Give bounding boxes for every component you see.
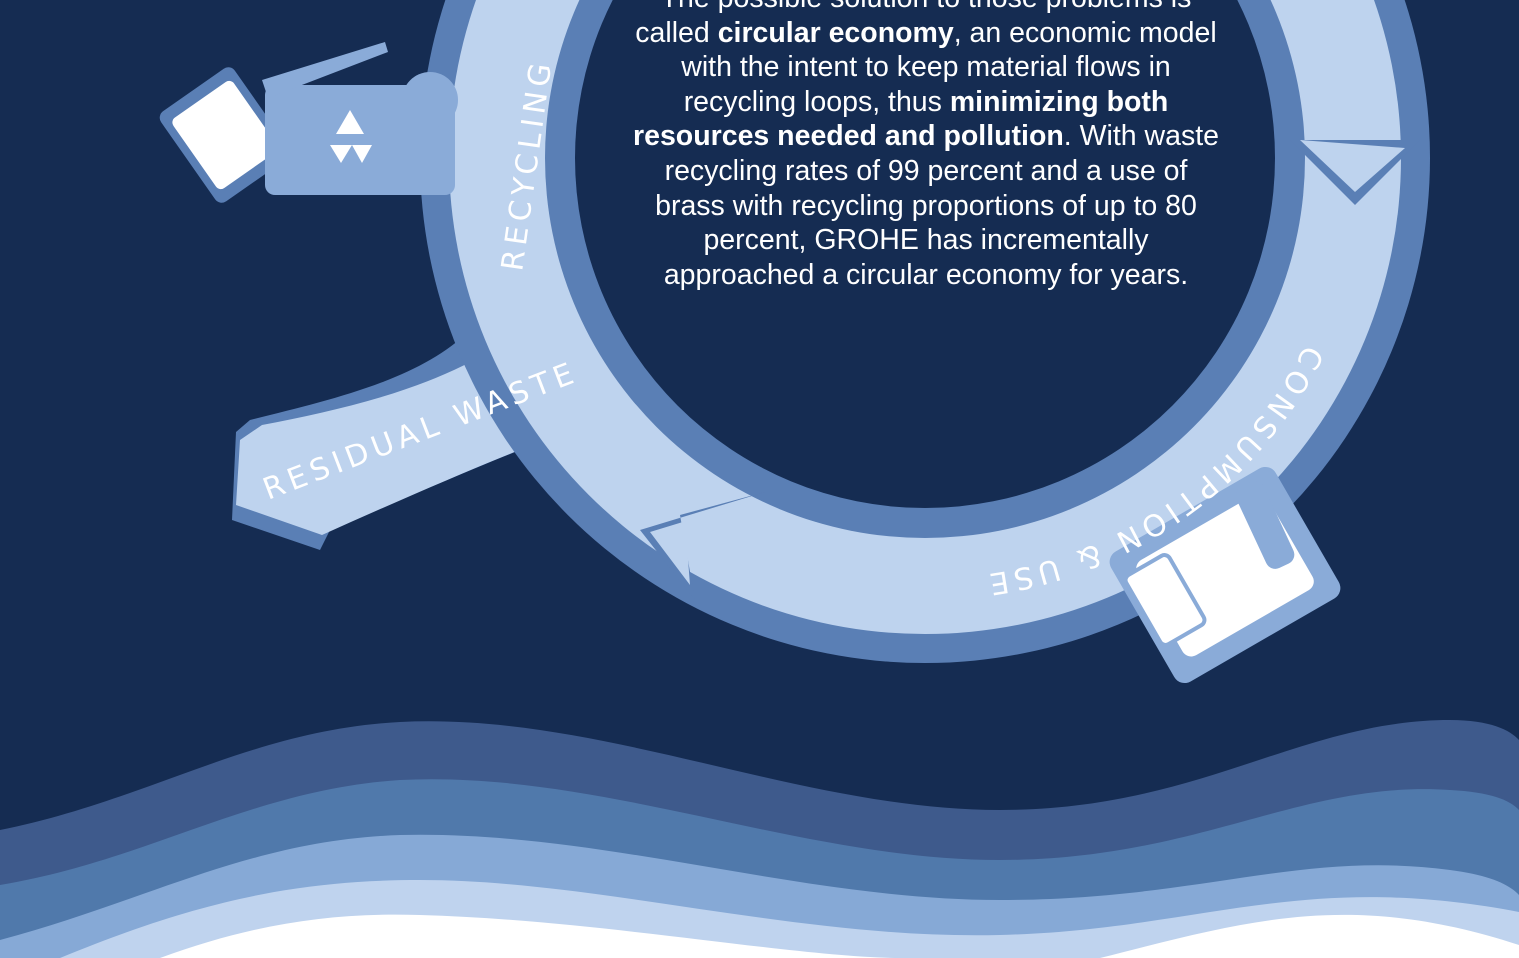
page: RECYCLING RESIDUAL WASTE CONSUMPTION & U…: [0, 0, 1519, 958]
recycling-bin-icon: [157, 42, 458, 206]
bold-text: circular economy: [718, 17, 954, 49]
paragraph: The possible solution to those problems …: [632, 0, 1220, 292]
